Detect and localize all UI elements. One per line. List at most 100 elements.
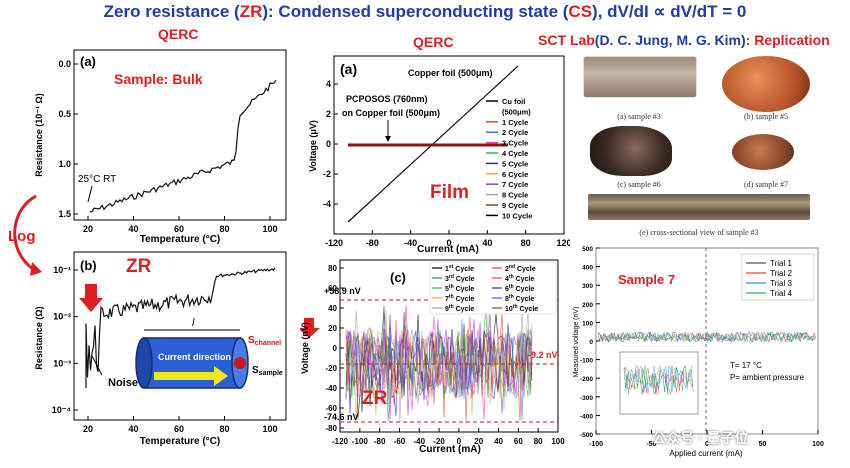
y-tick-label: -60 <box>325 404 337 413</box>
y-tick-label: 10⁻⁴ <box>52 405 71 415</box>
inset-trial-line <box>623 364 694 396</box>
x-tick-label: 100 <box>262 424 277 434</box>
legend-entry: 10 Cycle <box>502 211 532 220</box>
legend-entry: 3 Cycle <box>502 139 528 148</box>
x-tick-label: -120 <box>325 238 343 248</box>
resistance-curve <box>85 267 276 388</box>
y-axis-label: Measured voltage (nV) <box>573 307 580 378</box>
resistance-curve <box>89 79 277 213</box>
y-tick-label: 10⁻¹ <box>53 265 71 275</box>
s-sample-label: Ssample <box>252 365 283 377</box>
y-tick-label: 40 <box>328 304 337 313</box>
legend-entry: 2nd Cycle <box>505 264 536 273</box>
current-direction-label: Current direction <box>158 352 231 362</box>
y-tick-label: 10⁻² <box>53 312 71 322</box>
panel-label: (c) <box>390 270 406 285</box>
x-tick-label: 60 <box>514 437 523 446</box>
x-tick-label: 80 <box>521 238 531 248</box>
x-tick-label: 40 <box>128 424 138 434</box>
legend-entry: Trial 2 <box>770 269 792 278</box>
x-tick-label: 40 <box>128 224 138 234</box>
x-tick-label: -80 <box>366 238 379 248</box>
watermark: 公众号 · 量子位 <box>652 430 749 446</box>
y-axis-label: Resistance (Ω) <box>34 306 44 369</box>
x-tick-label: 20 <box>83 224 93 234</box>
x-axis-label: Temperature (°C) <box>140 436 221 447</box>
y-tick-label: 0 <box>333 344 338 353</box>
noise-label: Noise <box>108 377 138 389</box>
plot-bulk-resistance: 1.5 1.0 0.5 0.0 20 40 60 80 100 (a) Sample: Bul… <box>34 49 287 244</box>
trial-series <box>597 331 816 344</box>
x-tick-label: 50 <box>759 441 767 448</box>
plot-film-iv: 4 2 0 -2 -4 -120 -80 -40 0 40 80 120 (a) Copper fo… <box>308 55 570 255</box>
y-tick-label: -2 <box>323 169 331 179</box>
x-tick-label: 60 <box>174 424 184 434</box>
x-tick-label: 0 <box>705 441 709 448</box>
y-tick-label: -80 <box>325 424 337 433</box>
y-tick-label: 80 <box>328 264 337 273</box>
x-tick-label: 80 <box>219 224 229 234</box>
header-qerc-left: QERC <box>158 26 199 42</box>
y-tick-label: 2 <box>326 109 331 119</box>
legend-entry: Trial 3 <box>770 279 792 288</box>
x-tick-label: 100 <box>551 437 565 446</box>
y-tick-label: 1.5 <box>58 209 71 219</box>
down-arrow-icon <box>79 284 103 312</box>
legend-entry: 8th Cycle <box>505 294 534 303</box>
copper-foil-label: Copper foil (500μm) <box>408 68 493 78</box>
x-tick-label: 0 <box>446 238 451 248</box>
x-tick-label: 80 <box>534 437 543 446</box>
x-tick-label: -50 <box>646 441 656 448</box>
y-axis-label: Voltage (μV) <box>308 120 318 172</box>
legend-entry: 6th Cycle <box>505 284 534 293</box>
log-label: Log <box>8 228 36 245</box>
x-axis-label: Temperature (°C) <box>140 234 221 244</box>
legend-entry: 2 Cycle <box>502 128 528 137</box>
x-tick-label: -40 <box>413 437 425 446</box>
zr-label: ZR <box>126 256 152 277</box>
y-tick-label: 500 <box>582 246 593 253</box>
x-tick-label: 100 <box>812 441 824 448</box>
y-tick-label: -400 <box>580 413 593 420</box>
y-axis-label: Voltage (nV) <box>300 322 310 374</box>
pressure-label: P= ambient pressure <box>730 373 805 382</box>
bottom-line-label: -74.6 nV <box>324 412 359 422</box>
legend: 1st Cycle 2nd Cycle 3rd Cycle 4th Cycle 5th … <box>429 261 557 315</box>
top-line-label: +58.9 nV <box>324 286 361 296</box>
y-tick-label: 200 <box>582 302 593 309</box>
y-tick-label: 20 <box>328 324 337 333</box>
y-tick-label: 4 <box>326 79 331 89</box>
header-sct-lab: SCT Lab(D. C. Jung, M. G. Kim): Replicat… <box>538 32 830 48</box>
noise-series <box>345 305 533 423</box>
caption-cross-section: (e) cross-sectional view of sample #3 <box>639 228 759 237</box>
page-title: Zero resistance (ZR): Condensed supercon… <box>103 2 747 21</box>
panel-label: (b) <box>80 258 97 273</box>
x-tick-label: 20 <box>83 424 93 434</box>
y-tick-label: 100 <box>582 320 593 327</box>
photo-sample-5 <box>722 56 810 112</box>
legend-entry: 4 Cycle <box>502 149 528 158</box>
x-tick-label: 20 <box>474 437 483 446</box>
y-tick-label: -300 <box>580 395 593 402</box>
s-channel-label: Schannel <box>248 335 281 347</box>
inset-diagram: l Current direction Schannel Ssample <box>135 317 283 389</box>
x-tick-label: -100 <box>352 437 369 446</box>
y-tick-label: -100 <box>580 358 593 365</box>
on-copper-label: on Copper foil (500μm) <box>342 108 440 118</box>
legend-entry: 1 Cycle <box>502 118 528 127</box>
x-tick-label: 120 <box>556 238 570 248</box>
legend-entry: Trial 4 <box>770 289 792 298</box>
film-label: Film <box>430 182 469 203</box>
y-tick-label: 0 <box>589 339 593 346</box>
trial-line <box>597 331 816 343</box>
panel-label: (a) <box>340 61 357 77</box>
legend-entry: 5th Cycle <box>445 284 474 293</box>
legend-entry: Trial 1 <box>770 259 792 268</box>
photo-sample-7 <box>732 134 794 170</box>
y-tick-label: -4 <box>323 199 331 209</box>
x-tick-label: 100 <box>262 224 277 234</box>
x-tick-label: 40 <box>482 238 492 248</box>
